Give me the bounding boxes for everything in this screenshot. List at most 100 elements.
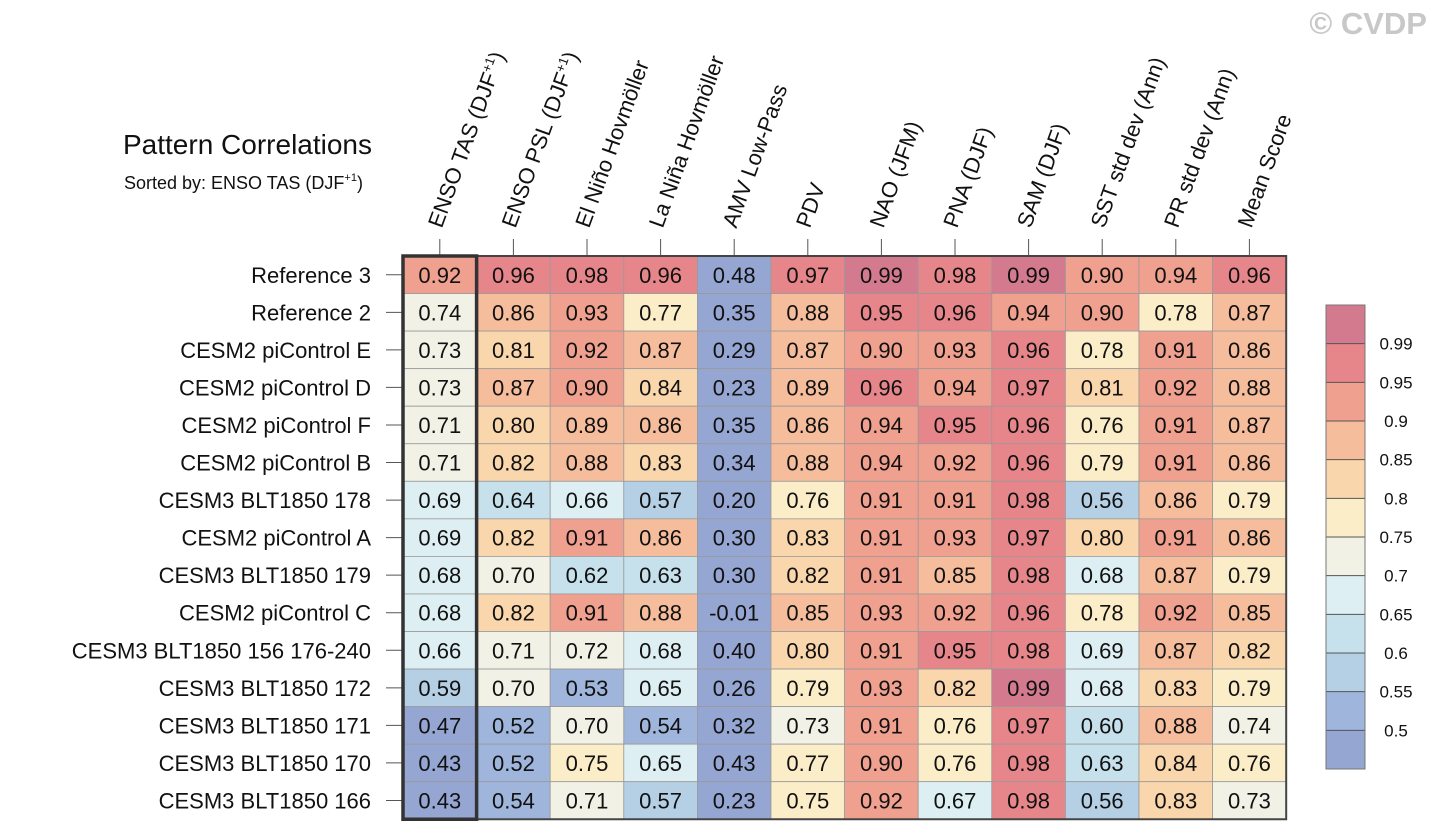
cell-value-label: 0.68 <box>418 601 461 626</box>
cell-value-label: 0.81 <box>492 338 535 363</box>
heatmap-cell <box>1138 631 1213 670</box>
cell-value-label: 0.88 <box>786 451 829 476</box>
cell-value-label: 0.34 <box>713 451 756 476</box>
cell-value-label: 0.97 <box>786 263 829 288</box>
cell-value-label: 0.57 <box>639 488 682 513</box>
cell-value-label: 0.68 <box>1081 676 1124 701</box>
cell-value-label: 0.35 <box>713 413 756 438</box>
cell-value-label: 0.90 <box>566 375 609 400</box>
heatmap-cell <box>697 330 772 370</box>
cell-value-label: 0.88 <box>1154 713 1197 738</box>
heatmap-cell <box>402 443 477 482</box>
colorbar-swatch <box>1326 537 1365 576</box>
cell-value-label: 0.71 <box>566 788 609 813</box>
cell-value-label: 0.82 <box>492 526 535 551</box>
row-label: Reference 2 <box>251 300 371 325</box>
heatmap-cell <box>623 668 698 707</box>
cell-value-label: 0.80 <box>1081 526 1124 551</box>
colorbar-tick-label: 0.99 <box>1379 335 1412 354</box>
heatmap-cell <box>991 330 1066 370</box>
cell-value-label: 0.82 <box>492 451 535 476</box>
cell-value-label: 0.87 <box>1154 563 1197 588</box>
heatmap-cell <box>1212 443 1287 482</box>
cell-value-label: 0.68 <box>639 638 682 663</box>
row-label: CESM3 BLT1850 170 <box>159 751 371 776</box>
heatmap-cell <box>402 743 477 783</box>
cell-value-label: 0.40 <box>713 638 756 663</box>
cell-value-label: 0.54 <box>492 788 535 813</box>
cell-value-label: 0.76 <box>1228 751 1271 776</box>
heatmap-cell <box>697 480 772 520</box>
cell-value-label: 0.63 <box>1081 751 1124 776</box>
cell-value-label: 0.76 <box>1081 413 1124 438</box>
cell-value-label: 0.85 <box>934 563 977 588</box>
column-label: ENSO PSL (DJF+1) <box>497 48 584 231</box>
heatmap-cell <box>402 480 477 520</box>
cell-value-label: 0.92 <box>418 263 461 288</box>
cell-value-label: 0.93 <box>860 601 903 626</box>
colorbar-tick-label: 0.5 <box>1384 721 1408 740</box>
cell-value-label: 0.86 <box>1228 526 1271 551</box>
heatmap-cell <box>402 368 477 407</box>
cell-value-label: 0.91 <box>860 526 903 551</box>
cell-value-label: 0.71 <box>492 638 535 663</box>
heatmap-cell <box>476 706 551 745</box>
colorbar-swatch <box>1326 730 1365 769</box>
heatmap-cell <box>1138 743 1213 783</box>
cell-value-label: 0.96 <box>1228 263 1271 288</box>
cell-value-label: 0.96 <box>1007 413 1050 438</box>
heatmap-cell <box>844 518 919 557</box>
heatmap-cell <box>844 743 919 783</box>
cell-value-label: 0.35 <box>713 300 756 325</box>
cell-value-label: 0.75 <box>786 788 829 813</box>
row-label: CESM2 piControl C <box>179 601 371 626</box>
colorbar: 0.99 0.95 0.9 0.85 0.8 0.75 0.7 0.65 0.6 0.55 0.5 <box>1325 304 1413 770</box>
cell-value-label: 0.76 <box>786 488 829 513</box>
cell-value-label: 0.23 <box>713 788 756 813</box>
colorbar-tick-label: 0.8 <box>1384 489 1408 508</box>
heatmap-cell <box>476 556 551 595</box>
heatmap-cell <box>1065 743 1140 783</box>
heatmap-cell <box>991 593 1066 632</box>
cell-value-label: 0.80 <box>492 413 535 438</box>
heatmap-cell <box>623 593 698 632</box>
cell-value-label: 0.65 <box>639 676 682 701</box>
cell-value-label: 0.79 <box>786 676 829 701</box>
colorbar-tick-label: 0.95 <box>1379 373 1412 392</box>
heatmap-cell <box>402 631 477 670</box>
column-label: El Niño Hovmöller <box>570 57 654 231</box>
heatmap-cell <box>549 743 625 783</box>
row-label: CESM3 BLT1850 156 176-240 <box>72 638 371 663</box>
heatmap-cell <box>1065 668 1140 707</box>
colorbar-swatch <box>1326 382 1365 421</box>
cell-value-label: 0.87 <box>1228 300 1271 325</box>
heatmap-cell <box>1065 518 1140 557</box>
cell-value-label: 0.91 <box>1154 451 1197 476</box>
chart-title: Pattern Correlations <box>123 129 372 160</box>
cell-value-label: 0.73 <box>786 713 829 738</box>
cell-value-label: 0.87 <box>1228 413 1271 438</box>
heatmap-cell <box>1212 781 1287 820</box>
heatmap-cell <box>770 368 845 407</box>
cell-value-label: 0.96 <box>639 263 682 288</box>
cell-value-label: 0.78 <box>1081 338 1124 363</box>
cell-value-label: 0.64 <box>492 488 535 513</box>
cell-value-label: 0.96 <box>492 263 535 288</box>
heatmap-cell <box>697 668 772 707</box>
cell-value-label: 0.65 <box>639 751 682 776</box>
cell-value-label: 0.91 <box>1154 526 1197 551</box>
heatmap-cells: 0.92 0.96 0.98 0.96 0.48 0.97 0.99 0.98 0.99 0.90… <box>402 255 1287 820</box>
cell-value-label: 0.69 <box>418 488 461 513</box>
cell-value-label: 0.92 <box>566 338 609 363</box>
cell-value-label: 0.43 <box>713 751 756 776</box>
cell-value-label: 0.68 <box>418 563 461 588</box>
heatmap-cell <box>917 330 993 370</box>
heatmap-cell <box>1065 480 1140 520</box>
cell-value-label: 0.74 <box>1228 713 1271 738</box>
cell-value-label: 0.98 <box>1007 488 1050 513</box>
colorbar-swatch <box>1326 305 1365 344</box>
cell-value-label: 0.74 <box>418 300 461 325</box>
cell-value-label: 0.52 <box>492 713 535 738</box>
heatmap-cell <box>770 443 845 482</box>
cell-value-label: 0.94 <box>1007 300 1050 325</box>
